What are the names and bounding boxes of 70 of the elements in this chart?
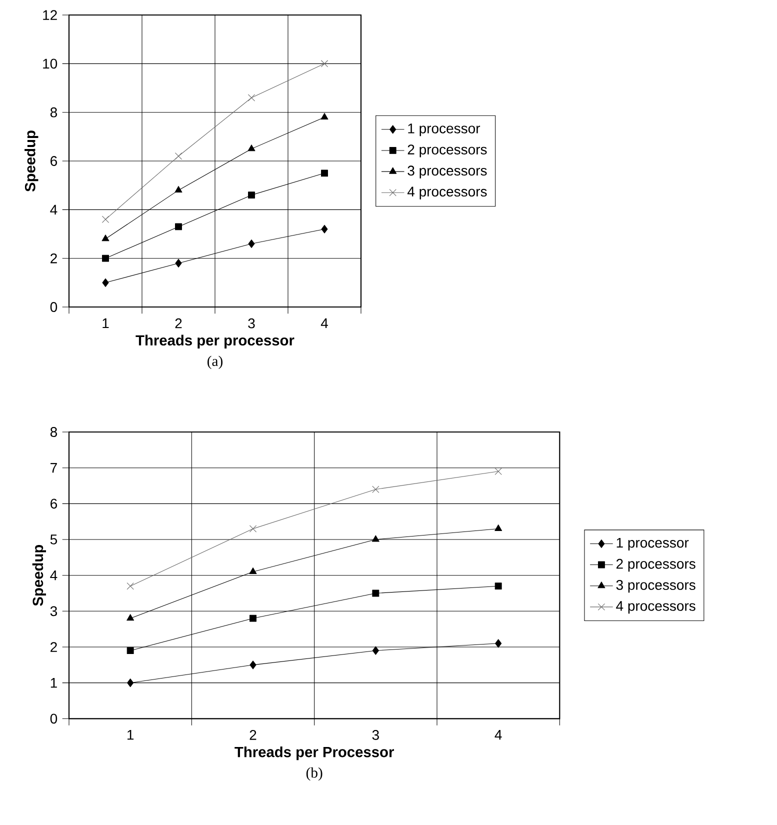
point bbox=[250, 614, 256, 622]
y-tick-label: 0 bbox=[50, 714, 58, 724]
point bbox=[175, 258, 182, 268]
x-tick-label: 1 bbox=[102, 318, 109, 328]
point bbox=[248, 94, 256, 102]
y-tick-label: 5 bbox=[50, 534, 58, 544]
point bbox=[494, 524, 502, 532]
point bbox=[248, 192, 255, 199]
x-tick-label: 2 bbox=[175, 318, 182, 328]
y-tick-label: 12 bbox=[43, 10, 57, 20]
y-tick-label: 10 bbox=[43, 58, 58, 69]
point bbox=[248, 239, 255, 248]
y-axis-title: Speedup bbox=[24, 130, 38, 192]
x-tick-label: 2 bbox=[250, 730, 256, 740]
y-tick-label: 6 bbox=[50, 156, 58, 166]
point bbox=[174, 152, 182, 160]
legend-label: 2 processors bbox=[408, 144, 487, 158]
x-tick-label: 1 bbox=[128, 730, 134, 740]
x-axis-title: Threads per Processor bbox=[234, 746, 394, 760]
y-tick-label: 1 bbox=[50, 678, 57, 688]
point bbox=[495, 639, 502, 648]
point bbox=[248, 144, 256, 152]
legend-label: 2 processors bbox=[616, 558, 696, 572]
y-tick-label: 4 bbox=[50, 570, 58, 580]
point bbox=[127, 678, 134, 688]
legend-label: 3 processors bbox=[616, 580, 696, 593]
x-tick-label: 3 bbox=[248, 318, 255, 328]
point bbox=[102, 254, 109, 262]
point bbox=[372, 535, 380, 542]
text: (b) bbox=[306, 767, 322, 781]
point bbox=[321, 224, 328, 234]
point bbox=[126, 614, 134, 621]
point bbox=[320, 60, 328, 68]
x-tick-label: 4 bbox=[320, 318, 328, 328]
point bbox=[249, 525, 257, 532]
legend-label: 4 processors bbox=[407, 186, 487, 200]
point bbox=[320, 112, 328, 120]
point bbox=[372, 646, 379, 655]
y-tick-label: 8 bbox=[50, 427, 58, 437]
point bbox=[494, 582, 502, 590]
point bbox=[174, 186, 182, 192]
y-tick-label: 8 bbox=[50, 107, 58, 118]
y-tick-label: 7 bbox=[50, 463, 57, 473]
y-tick-label: 0 bbox=[50, 302, 58, 312]
y-tick-label: 6 bbox=[50, 498, 58, 509]
x-tick-label: 4 bbox=[494, 730, 502, 740]
legend-label: 4 processors bbox=[616, 601, 696, 614]
point bbox=[321, 170, 328, 177]
y-tick-label: 2 bbox=[50, 642, 57, 652]
point bbox=[249, 567, 257, 574]
point bbox=[175, 223, 182, 230]
legend-label: 1 processor bbox=[616, 538, 689, 550]
point bbox=[126, 647, 134, 654]
point bbox=[494, 468, 502, 475]
y-tick-label: 3 bbox=[50, 606, 58, 616]
legend-label: 1 processor bbox=[408, 124, 480, 136]
text: (a) bbox=[208, 356, 222, 370]
point bbox=[372, 486, 380, 493]
y-tick-label: 2 bbox=[50, 253, 57, 264]
point bbox=[102, 234, 110, 242]
y-axis-title: Speedup bbox=[32, 544, 46, 606]
legend-label: 3 processors bbox=[408, 166, 487, 178]
point bbox=[250, 660, 256, 670]
point bbox=[372, 590, 380, 597]
y-tick-label: 4 bbox=[50, 204, 58, 214]
x-axis-title: Threads per processor bbox=[136, 334, 294, 348]
point bbox=[126, 582, 134, 590]
point bbox=[102, 278, 109, 287]
x-tick-label: 3 bbox=[372, 730, 379, 740]
point bbox=[102, 216, 110, 223]
